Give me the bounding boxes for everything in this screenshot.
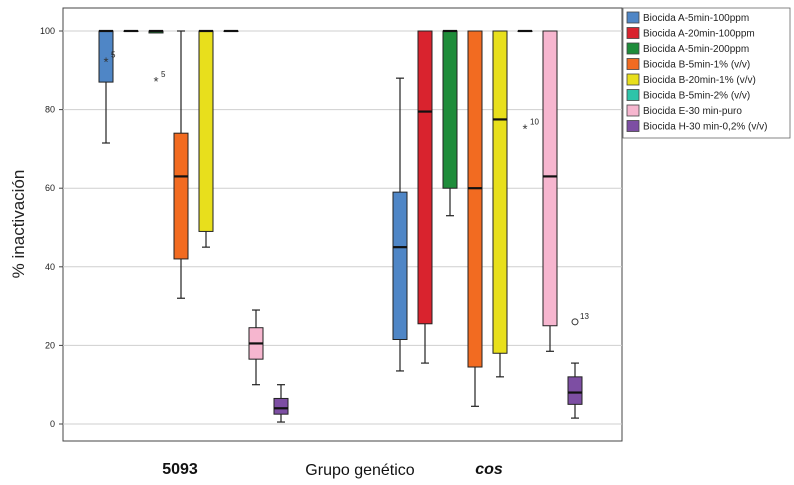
outlier-point <box>571 318 579 326</box>
legend-label: Biocida A-5min-100ppm <box>643 13 749 24</box>
box-5093-0 <box>98 29 114 144</box>
legend-swatch <box>626 73 640 86</box>
legend-swatch <box>626 120 640 132</box>
y-tick-label: 0 <box>50 419 55 429</box>
box-iqr <box>442 30 458 189</box>
group-label-cos: cos <box>475 461 503 478</box>
legend-swatch <box>626 27 640 39</box>
box-5093-4 <box>198 29 214 248</box>
box-iqr <box>173 132 189 260</box>
legend: Biocida A-5min-100ppm Biocida A-20min-100… <box>622 7 791 139</box>
legend-swatch <box>626 58 640 70</box>
y-tick-label: 40 <box>45 262 55 272</box>
box-cos-7 <box>567 362 583 419</box>
legend-label: Biocida A-5min-200ppm <box>643 44 749 55</box>
box-iqr <box>467 30 483 368</box>
box-cos-4 <box>492 30 508 378</box>
y-axis-ticks: 0 20 40 60 80 100 <box>40 26 63 429</box>
box-5093-6 <box>248 309 264 386</box>
outlier-label: 5 <box>111 50 116 59</box>
outlier-label: 5 <box>161 70 166 79</box>
box-5093-3 <box>173 30 189 299</box>
box-cos-0 <box>392 77 408 372</box>
y-tick-label: 80 <box>45 105 55 115</box>
legend-swatch <box>626 89 640 101</box>
legend-label: Biocida E-30 min-puro <box>643 106 742 117</box>
box-iqr <box>417 30 433 325</box>
outlier-point: * <box>522 121 527 136</box>
box-iqr <box>273 397 289 415</box>
legend-swatch <box>626 104 640 117</box>
y-tick-label: 20 <box>45 340 55 350</box>
box-5093-2 <box>148 29 164 34</box>
x-axis-label: Grupo genético <box>305 462 415 479</box>
box-iqr <box>492 30 508 354</box>
legend-label: Biocida A-20min-100ppm <box>643 29 755 40</box>
legend-label: Biocida B-20min-1% (v/v) <box>643 75 756 86</box>
outlier-point: * <box>103 54 108 69</box>
box-cos-5 <box>517 29 533 33</box>
outlier-label: 13 <box>580 312 589 321</box>
group-label-5093: 5093 <box>162 461 198 478</box>
y-axis-label: % inactivación <box>9 170 28 279</box>
legend-swatch <box>626 42 640 55</box>
legend-label: Biocida B-5min-1% (v/v) <box>643 60 750 71</box>
plot-area <box>62 7 623 442</box>
legend-frame <box>622 7 791 139</box>
legend-label: Biocida H-30 min-0,2% (v/v) <box>643 122 767 133</box>
box-cos-6 <box>542 30 558 352</box>
box-cos-2 <box>442 29 458 217</box>
outlier-label: 10 <box>530 117 539 126</box>
box-iqr <box>542 30 558 327</box>
boxes <box>98 29 583 423</box>
box-iqr <box>567 376 583 405</box>
box-cos-3 <box>467 30 483 407</box>
box-5093-7 <box>273 384 289 423</box>
outlier-point: * <box>153 74 158 89</box>
y-tick-label: 60 <box>45 183 55 193</box>
box-5093-1 <box>123 29 139 33</box>
box-cos-1 <box>417 30 433 364</box>
box-iqr <box>392 191 408 341</box>
legend-swatch <box>626 11 640 24</box>
box-5093-5 <box>223 29 239 33</box>
y-tick-label: 100 <box>40 26 55 36</box>
legend-label: Biocida B-5min-2% (v/v) <box>643 91 750 102</box>
box-iqr <box>198 30 214 232</box>
